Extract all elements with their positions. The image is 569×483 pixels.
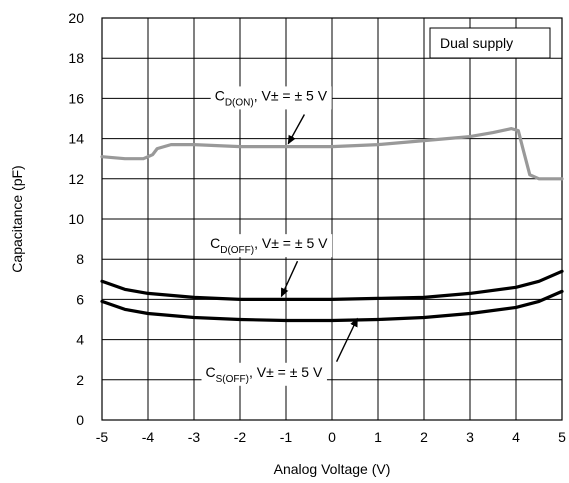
annotation-doff: CD(OFF), V± = ± 5 V [206,234,333,298]
y-tick-label: 18 [68,50,84,66]
y-tick-label: 14 [68,131,84,147]
y-tick-label: 16 [68,90,84,106]
y-axis-title: Capacitance (pF) [9,165,25,272]
annotation-arrow [335,317,358,363]
series-line-3 [100,289,564,323]
x-tick-labels: -5 -4 -3 -2 -1 0 1 2 3 4 5 [96,429,566,445]
x-tick-label: 2 [420,429,428,445]
y-tick-label: 4 [76,332,84,348]
x-axis-title: Analog Voltage (V) [274,461,391,477]
x-tick-label: -4 [142,429,155,445]
series-line-2 [100,269,564,301]
x-tick-label: -2 [234,429,247,445]
x-tick-label: -5 [96,429,109,445]
annotation-label: CD(OFF), V± = ± 5 V [210,235,328,256]
legend-box-text: Dual supply [440,35,513,51]
y-tick-label: 6 [76,291,84,307]
legend-box: Dual supply [429,27,551,59]
annotations: CD(ON), V± = ± 5 V CD(OFF), V± = ± 5 V CS(… [201,86,358,386]
y-tick-label: 10 [68,211,84,227]
x-tick-label: 0 [328,429,336,445]
x-tick-label: -3 [188,429,201,445]
x-tick-label: 3 [466,429,474,445]
annotation-don: CD(ON), V± = ± 5 V [210,86,332,145]
y-tick-label: 0 [76,412,84,428]
x-tick-label: 5 [558,429,566,445]
series-layer [100,127,564,323]
annotation-label-bg [210,86,332,110]
annotation-soff: CS(OFF), V± = ± 5 V [201,317,358,386]
x-tick-label: 1 [374,429,382,445]
y-tick-label: 12 [68,171,84,187]
annotation-label-bg [206,234,333,258]
y-tick-label: 20 [68,10,84,26]
y-tick-labels: 0 2 4 6 8 10 12 14 16 18 20 [68,10,84,428]
annotation-label-bg [201,362,327,386]
plot-frame [101,17,563,421]
y-tick-label: 2 [76,372,84,388]
x-tick-label: 4 [512,429,520,445]
annotation-arrow [287,114,306,145]
annotation-label: CD(ON), V± = ± 5 V [215,87,328,108]
grid [101,17,563,421]
annotation-label: CS(OFF), V± = ± 5 V [206,364,323,385]
series-line-1 [100,127,564,181]
annotation-arrow [280,260,299,298]
y-tick-label: 8 [76,251,84,267]
x-tick-label: -1 [280,429,293,445]
legend-box-frame [429,27,551,59]
